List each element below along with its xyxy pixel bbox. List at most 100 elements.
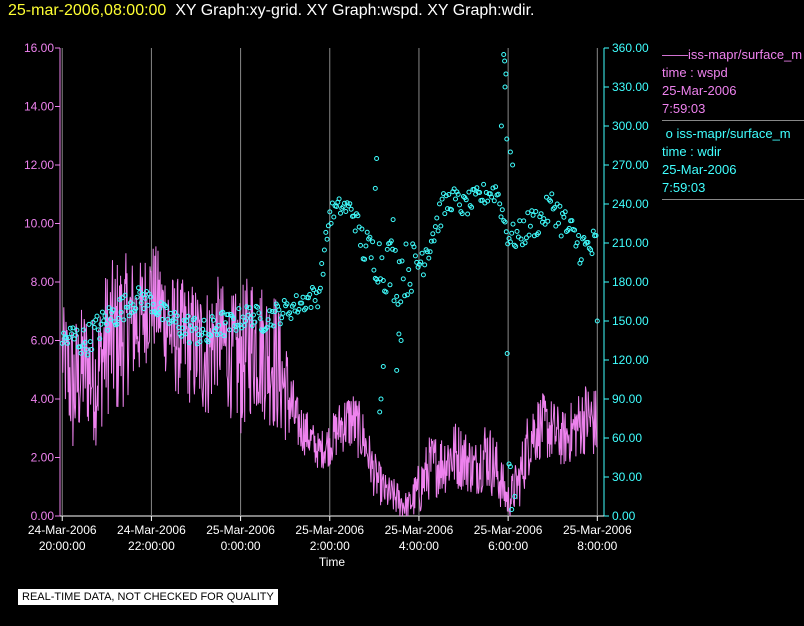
wdir-point [499, 207, 505, 213]
wdir-point [101, 318, 107, 324]
wdir-point [186, 340, 192, 346]
wdir-point [368, 255, 374, 261]
wdir-point [83, 347, 89, 352]
legend-wspd-series: ——iss-mapr/surface_m [662, 46, 804, 64]
wdir-point [506, 461, 512, 467]
legend-wspd-var: time : wspd [662, 65, 728, 80]
wdir-point [434, 215, 440, 221]
wdir-point [94, 313, 100, 319]
wdir-point [548, 198, 553, 204]
wdir-point [235, 322, 240, 328]
wdir-point [86, 321, 92, 327]
wdir-point [313, 290, 319, 296]
wdir-point [91, 324, 97, 330]
x-axis-label: Time [319, 555, 346, 569]
wdir-point [125, 304, 131, 310]
y-right-tick-label: 120.00 [612, 353, 649, 367]
wdir-point [243, 318, 248, 324]
wdir-point [491, 198, 497, 204]
wdir-point [497, 201, 503, 207]
wdir-point [109, 309, 115, 315]
title-timestamp: 25-mar-2006,08:00:00 [8, 2, 167, 19]
wdir-point [527, 223, 533, 229]
wdir-point [394, 293, 400, 299]
wdir-point [442, 211, 448, 217]
wdir-point [150, 301, 156, 307]
wdir-point [578, 257, 584, 263]
wdir-point [315, 304, 321, 310]
wdir-point [193, 325, 199, 331]
wdir-point [182, 331, 188, 337]
wdir-point [122, 292, 128, 298]
wdir-point [391, 298, 397, 304]
wdir-point [338, 210, 343, 216]
wdir-point [102, 313, 108, 319]
wdir-point [307, 292, 313, 297]
wdir-point [174, 313, 180, 319]
wdir-point [327, 209, 333, 215]
wdir-point [99, 309, 105, 315]
wdir-point [513, 244, 519, 249]
wdir-point [130, 302, 136, 308]
wdir-point [328, 220, 334, 226]
wdir-point [507, 149, 513, 155]
legend-wspd: ——iss-mapr/surface_m time : wspd 25-Mar-… [662, 46, 804, 121]
title-graph-list: XY Graph:xy-grid. XY Graph:wspd. XY Grap… [175, 2, 535, 19]
wdir-point [536, 230, 541, 236]
wdir-point [65, 340, 71, 346]
wdir-point [255, 304, 260, 310]
wdir-point [293, 293, 299, 299]
wdir-point [178, 333, 184, 339]
wdir-point [119, 295, 125, 301]
wdir-point [222, 320, 228, 326]
wdir-point [569, 218, 575, 224]
wdir-point [114, 321, 120, 327]
wdir-point [240, 314, 246, 320]
x-tick-label-date: 25-Mar-2006 [385, 523, 454, 537]
wdir-point [217, 331, 223, 337]
wdir-point [93, 317, 99, 323]
wdir-point [415, 264, 421, 270]
wdir-point [284, 301, 290, 307]
wdir-point [200, 326, 206, 332]
wdir-point [525, 210, 531, 216]
wdir-point [347, 201, 353, 207]
wdir-point [358, 242, 363, 248]
wdir-point [342, 200, 347, 206]
wdir-point [526, 232, 532, 238]
x-tick-label-time: 20:00:00 [39, 539, 86, 553]
wdir-point [97, 336, 103, 342]
wdir-point [502, 84, 508, 90]
wdir-point [140, 291, 145, 297]
y-right-tick-label: 300.00 [612, 119, 649, 133]
wdir-point [348, 206, 354, 212]
wdir-point [188, 323, 194, 329]
wdir-point [265, 317, 271, 323]
y-right-tick-label: 240.00 [612, 197, 649, 211]
wdir-point [412, 253, 418, 259]
wdir-point [180, 325, 186, 331]
wdir-point [392, 247, 398, 253]
y-right-tick-label: 0.00 [612, 509, 636, 523]
wdir-point [446, 192, 452, 197]
x-tick-label-time: 0:00:00 [221, 539, 261, 553]
wdir-point [557, 203, 563, 209]
wdir-point [398, 338, 404, 343]
wdir-point [311, 287, 317, 293]
wdir-point [411, 244, 417, 250]
wdir-point [437, 201, 442, 207]
wdir-point [394, 367, 400, 373]
wdir-point [517, 218, 523, 224]
y-left-tick-label: 16.00 [24, 41, 54, 55]
wdir-point [138, 300, 144, 306]
wdir-point [420, 272, 426, 278]
wdir-point [277, 321, 283, 327]
wdir-point [359, 226, 365, 232]
wdir-point [454, 189, 460, 195]
legend-wdir-time: 7:59:03 [662, 180, 706, 195]
x-tick-label-time: 6:00:00 [488, 539, 528, 553]
wdir-point [292, 308, 298, 314]
wdir-point [430, 231, 436, 237]
quality-notice: REAL-TIME DATA, NOT CHECKED FOR QUALITY [18, 589, 278, 605]
wdir-point [479, 197, 485, 203]
